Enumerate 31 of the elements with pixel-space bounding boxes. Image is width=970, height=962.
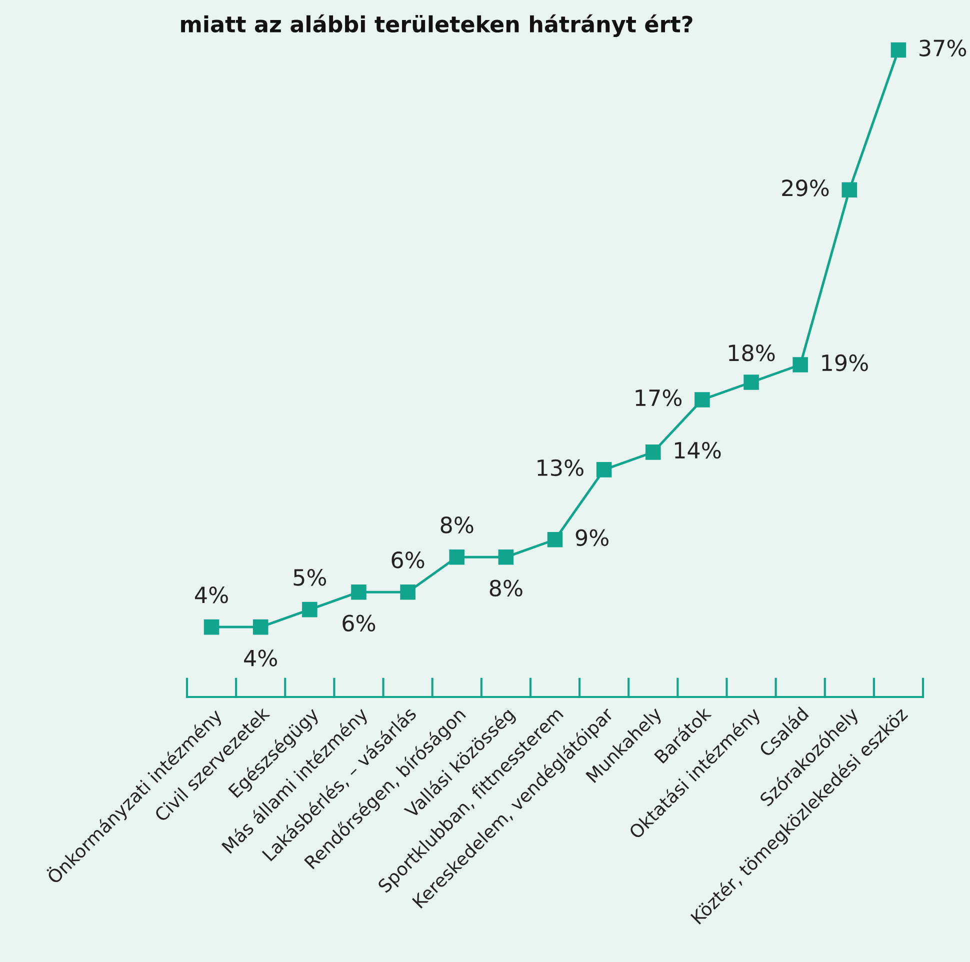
point xyxy=(890,42,906,58)
point xyxy=(400,584,416,600)
data-label: 29% xyxy=(782,180,829,196)
point xyxy=(792,357,808,372)
data-label: 18% xyxy=(729,344,775,362)
point xyxy=(302,602,318,618)
data-label: 14% xyxy=(675,442,721,459)
data-label: 4% xyxy=(244,650,277,666)
data-label: 5% xyxy=(294,569,326,586)
data-label: 8% xyxy=(490,580,522,597)
point xyxy=(204,619,220,635)
point xyxy=(498,549,514,565)
point xyxy=(744,374,759,390)
data-label: 19% xyxy=(822,354,868,372)
data-label: 17% xyxy=(636,389,682,406)
point xyxy=(842,182,858,198)
data-label: 6% xyxy=(342,614,376,632)
data-label: 37% xyxy=(920,40,966,56)
point xyxy=(351,584,366,600)
chart-title: miatt az alábbi területeken hátrányt ért? xyxy=(181,14,692,37)
point xyxy=(645,444,661,460)
data-label: 9% xyxy=(576,529,608,546)
data-label: 13% xyxy=(538,459,584,476)
data-label: 4% xyxy=(194,586,228,604)
point xyxy=(694,392,710,408)
data-label: 6% xyxy=(392,552,424,568)
point xyxy=(596,462,612,478)
point xyxy=(547,532,563,548)
point xyxy=(252,619,268,635)
point xyxy=(449,549,465,565)
data-label: 8% xyxy=(440,516,474,534)
